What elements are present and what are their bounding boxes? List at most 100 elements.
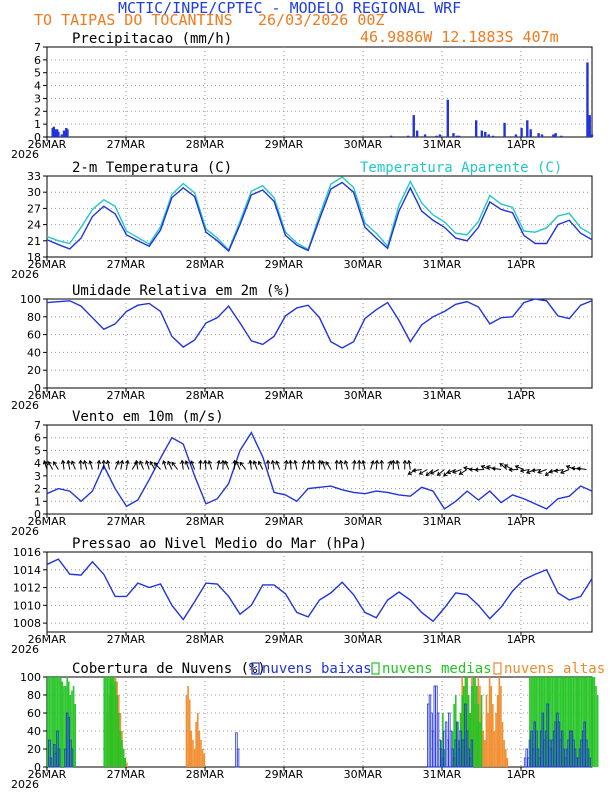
panel-frame xyxy=(46,676,593,768)
cloud-bar-nuvens-medias xyxy=(116,695,118,767)
cloud-bar-nuvens-baixas xyxy=(70,748,74,768)
y-tick-label: 1012 xyxy=(13,582,41,595)
wind-arrowhead xyxy=(565,465,571,470)
y-tick-label: 30 xyxy=(27,186,41,199)
precip-bar xyxy=(435,135,438,137)
wind-arrowhead xyxy=(190,460,195,465)
wind-arrowhead xyxy=(395,459,400,465)
wind-arrowhead xyxy=(514,465,520,470)
precip-bar xyxy=(406,135,410,137)
wind-arrow xyxy=(408,460,411,470)
wind-arrowhead xyxy=(352,459,357,464)
y-tick-label: 2 xyxy=(34,105,41,118)
wind-arrow xyxy=(289,460,292,470)
y-tick-label: 0 xyxy=(34,761,41,774)
cloud-bar-nuvens-medias xyxy=(479,722,481,767)
y-tick-label: 20 xyxy=(27,364,41,377)
forecast-datetime: 26/03/2026 00Z xyxy=(258,11,385,29)
precip-bar xyxy=(526,120,529,137)
cloud-bar-nuvens-medias xyxy=(582,677,584,767)
panel-title: Umidade Relativa em 2m (%) xyxy=(72,283,291,299)
wind-arrowhead xyxy=(293,459,298,465)
cloud-bar-nuvens-medias xyxy=(562,677,565,767)
cloud-bar-nuvens-medias xyxy=(577,677,580,767)
x-tick-label: 1APR xyxy=(507,768,536,781)
cloud-bar-nuvens-medias xyxy=(467,695,470,767)
y-tick-label: 100 xyxy=(20,293,41,306)
x-tick-label: 28MAR xyxy=(186,138,225,151)
cloud-bar-nuvens-medias xyxy=(466,677,468,767)
precip-bar xyxy=(474,120,478,137)
cloud-bar-nuvens-medias xyxy=(50,677,52,767)
wind-arrow xyxy=(284,460,288,470)
x-tick-label: 1APR xyxy=(507,389,536,402)
cloud-bar-nuvens-medias xyxy=(458,740,460,767)
cloud-bar-nuvens-medias xyxy=(47,677,49,767)
x-tick-label: 29MAR xyxy=(265,768,304,781)
wind-arrow xyxy=(83,460,88,470)
x-tick-label: 29MAR xyxy=(265,258,304,271)
cloud-bar-nuvens-baixas xyxy=(48,739,51,768)
legend-label: nuvens altas xyxy=(504,661,605,677)
cloud-bar-nuvens-altas xyxy=(492,704,494,767)
wind-arrow xyxy=(120,460,123,470)
wind-arrowhead xyxy=(248,459,253,464)
precip-bar xyxy=(412,115,415,137)
wind-arrowhead xyxy=(125,459,130,464)
wind-arrow xyxy=(43,460,48,470)
wind-arrowhead xyxy=(153,462,159,467)
cloud-bar-nuvens-altas xyxy=(190,731,193,767)
wind-arrow xyxy=(353,460,356,470)
wind-arrow xyxy=(67,460,71,470)
wind-arrowhead xyxy=(374,459,380,464)
cloud-bar-nuvens-medias xyxy=(456,722,459,767)
wind-arrowhead xyxy=(265,459,271,464)
legend-swatch xyxy=(371,662,380,675)
wind-arrow xyxy=(154,462,161,470)
x-tick-label: 1APR xyxy=(507,515,536,528)
x-tick-label: 28MAR xyxy=(186,633,225,646)
wind-arrowhead xyxy=(184,460,189,465)
cloud-bar-nuvens-medias xyxy=(74,704,77,767)
x-tick-label: 27MAR xyxy=(107,515,146,528)
cloud-bar-nuvens-medias xyxy=(543,677,546,767)
wind-arrowhead xyxy=(88,460,93,465)
wind-arrow xyxy=(387,460,392,470)
cloud-bar-nuvens-medias xyxy=(477,704,480,767)
series-line-umidade-relativa xyxy=(46,298,593,349)
wind-arrow xyxy=(294,460,298,470)
x-tick-label: 26MAR xyxy=(28,633,67,646)
wind-arrowhead xyxy=(105,459,111,465)
panel-rh: 0 20 40 60 80 100 26MAR 27MAR 28MAR 29MAR 30MAR 31M… xyxy=(11,283,593,412)
wind-arrowhead xyxy=(288,459,293,464)
wind-arrow xyxy=(375,460,378,470)
precip-bar xyxy=(484,131,487,137)
wind-arrow xyxy=(185,460,190,470)
cloud-bar-nuvens-baixas xyxy=(49,757,53,768)
x-tick-label: 30MAR xyxy=(344,515,383,528)
cloud-bar-nuvens-medias xyxy=(542,677,544,767)
cloud-bar-nuvens-medias xyxy=(463,686,465,767)
cloud-bar-nuvens-baixas xyxy=(236,748,240,768)
wind-arrowhead xyxy=(379,459,385,464)
cloud-bar-nuvens-medias xyxy=(593,677,596,767)
wind-arrowhead xyxy=(47,460,52,466)
wind-arrow xyxy=(171,462,178,470)
wind-arrowhead xyxy=(207,460,212,465)
y-tick-label: 6 xyxy=(34,432,41,445)
cloud-bar-nuvens-medias xyxy=(440,740,443,767)
legend-swatch xyxy=(251,662,260,675)
wind-arrowhead xyxy=(544,472,550,477)
wind-arrowhead xyxy=(407,470,412,475)
cloud-bar-nuvens-medias xyxy=(553,677,555,767)
cloud-bar-nuvens-medias xyxy=(119,731,122,767)
precip-bar xyxy=(452,133,455,137)
wind-arrowhead xyxy=(42,460,48,465)
cloud-bar-nuvens-medias xyxy=(114,681,117,767)
wind-arrowhead xyxy=(458,470,463,475)
wind-arrowhead xyxy=(198,459,203,464)
x-tick-label: 30MAR xyxy=(344,138,383,151)
wind-arrowhead xyxy=(334,459,340,464)
wind-arrowhead xyxy=(60,459,66,464)
cloud-bar-nuvens-medias xyxy=(529,677,531,767)
